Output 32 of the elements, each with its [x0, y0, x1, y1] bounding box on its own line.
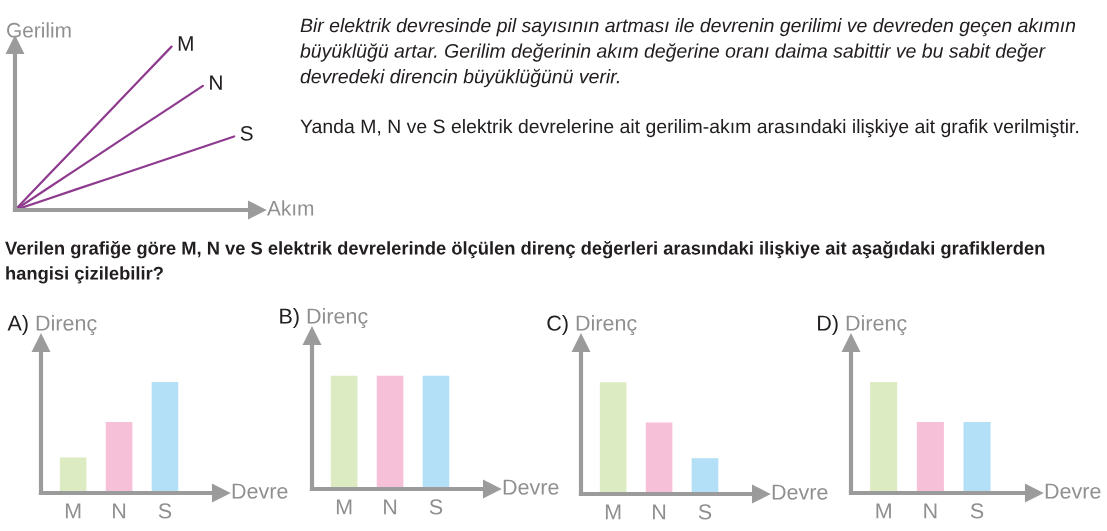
x-tick-label: M [336, 499, 352, 515]
x-tick-label: S [158, 503, 172, 519]
y-axis-title: Direnç [307, 307, 368, 329]
x-tick-label: M [876, 503, 891, 519]
text: Bir elektrik devresinde pil sayısının artması ile devrenin gerilimi ve devreden geçen akımın büyüklüğü artar. Gerilim değerinin akım değerine oranı daima sabittir ve bu sabit değer devredeki direncin büyüklüğünü verir. [300, 18, 1076, 88]
x-axis-title: Devre [772, 484, 828, 500]
x-tick-label: S [429, 499, 443, 515]
x-axis-title: Akım [267, 200, 314, 216]
x-tick-label: N [924, 503, 937, 519]
text: Verilen grafiğe göre M, N ve S elektrik devrelerinde ölçülen direnç değerleri arasındaki ilişkiye ait aşağıdaki grafiklerden hangisi çizilebilir? [5, 241, 1045, 284]
chart-title: A) [7, 314, 28, 336]
chart-title: B) [280, 307, 299, 329]
x-tick-label: N [384, 499, 397, 515]
x-tick-label: N [113, 503, 126, 519]
x-tick-label: M [65, 503, 81, 519]
text: Yanda M, N ve S elektrik devrelerine ait gerilim-akım arasındaki ilişkiye ait grafik verilmiştir. [300, 119, 1079, 138]
x-tick-label: S [970, 503, 984, 519]
chart-title: D) [818, 314, 838, 336]
series-label: S [240, 125, 253, 141]
y-axis-title: Direnç [576, 314, 637, 336]
series-label: M [178, 36, 193, 51]
x-axis-title: Devre [232, 483, 288, 499]
y-axis-title: Direnç [36, 314, 97, 336]
x-tick-label: S [698, 504, 712, 520]
y-axis-title: Gerilim [7, 22, 71, 38]
y-axis-title: Direnç [846, 314, 907, 336]
x-tick-label: M [605, 504, 621, 520]
series-label: N [210, 75, 222, 90]
x-axis-title: Devre [1045, 483, 1101, 499]
x-tick-label: N [653, 504, 666, 520]
chart-title: C) [547, 314, 568, 336]
x-axis-title: Devre [503, 479, 559, 495]
